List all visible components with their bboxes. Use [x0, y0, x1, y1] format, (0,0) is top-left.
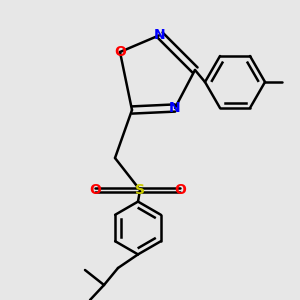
Text: O: O — [89, 183, 101, 197]
Text: N: N — [154, 28, 166, 42]
Text: O: O — [174, 183, 186, 197]
Text: S: S — [135, 183, 145, 197]
Text: N: N — [169, 101, 181, 115]
Text: O: O — [114, 45, 126, 59]
